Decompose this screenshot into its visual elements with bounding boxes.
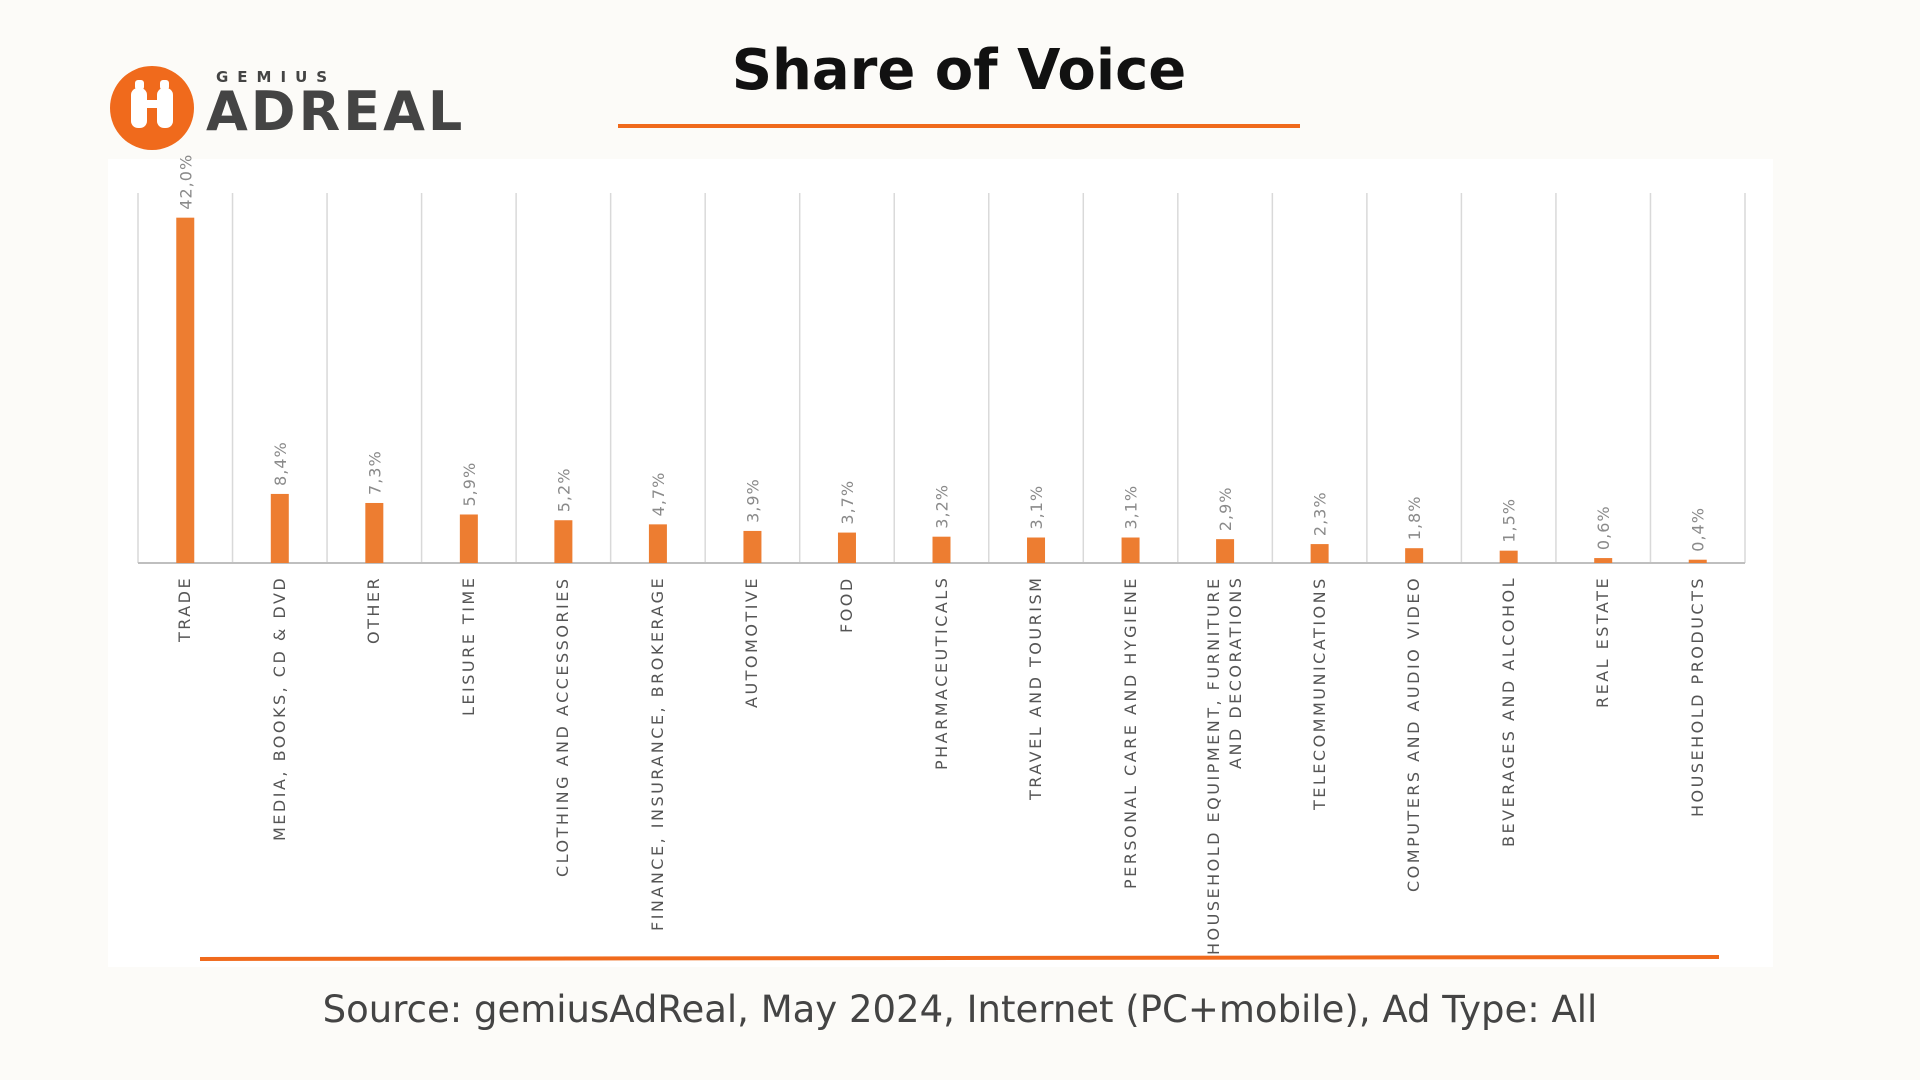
value-label: 1,8%: [1405, 496, 1424, 541]
bar: [648, 524, 667, 563]
bar: [1688, 559, 1707, 563]
bottom-rule: [199, 955, 1720, 961]
bar: [270, 493, 289, 563]
value-label: 7,3%: [365, 450, 384, 495]
bar: [932, 536, 951, 563]
x-tick-label: LEISURE TIME: [458, 576, 478, 717]
bar: [1121, 537, 1140, 563]
bar: [176, 217, 195, 563]
value-label: 2,9%: [1216, 486, 1235, 531]
value-label: 5,9%: [460, 462, 479, 507]
bar: [1405, 548, 1424, 563]
bar: [743, 530, 762, 563]
x-tick-label: TELECOMMUNICATIONS: [1309, 576, 1329, 810]
x-tick-label: COMPUTERS AND AUDIO VIDEO: [1404, 576, 1424, 893]
logo-name: ADREAL: [206, 80, 466, 143]
value-label: 1,5%: [1500, 498, 1519, 543]
bar: [1594, 558, 1613, 563]
x-tick-label: TRADE: [175, 576, 195, 643]
bar: [837, 532, 856, 563]
x-tick-label: FINANCE, INSURANCE, BROKERAGE: [647, 576, 667, 932]
bar: [365, 502, 384, 563]
x-tick-label: REAL ESTATE: [1593, 576, 1613, 709]
x-tick-label: BEVERAGES AND ALCOHOL: [1498, 576, 1518, 848]
value-label: 5,2%: [554, 468, 573, 513]
value-label: 3,9%: [743, 478, 762, 523]
x-tick-label: AUTOMOTIVE: [742, 576, 762, 708]
value-label: 3,2%: [933, 484, 952, 529]
x-tick-label: CLOTHING AND ACCESSORIES: [553, 576, 573, 877]
bar: [1216, 539, 1235, 563]
logo-brand: GEMIUS: [216, 68, 337, 86]
bar: [1310, 544, 1329, 563]
value-label: 0,6%: [1594, 505, 1613, 550]
value-label: 0,4%: [1689, 507, 1708, 552]
value-label: 3,1%: [1122, 485, 1141, 530]
chart-title: Share of Voice: [731, 38, 1187, 103]
bar: [1027, 537, 1046, 563]
value-label: 42,0%: [176, 154, 195, 210]
logo-icon: [131, 80, 173, 128]
value-label: 8,4%: [271, 441, 290, 486]
x-tick-label: FOOD: [836, 576, 856, 633]
value-label: 3,1%: [1027, 485, 1046, 530]
value-label: 3,7%: [838, 480, 857, 525]
x-tick-label: MEDIA, BOOKS, CD & DVD: [269, 576, 289, 842]
value-label: 2,3%: [1311, 491, 1330, 536]
x-tick-label: PHARMACEUTICALS: [931, 576, 951, 771]
x-tick-label: HOUSEHOLD PRODUCTS: [1687, 576, 1707, 818]
value-label: 4,7%: [649, 472, 668, 517]
bar: [1499, 550, 1518, 563]
x-tick-label: HOUSEHOLD EQUIPMENT, FURNITURE AND DECOR…: [1204, 576, 1246, 955]
source-note: Source: gemiusAdReal, May 2024, Internet…: [322, 988, 1598, 1031]
bar: [459, 514, 478, 563]
x-tick-label: OTHER: [364, 576, 384, 645]
bar: [554, 520, 573, 563]
x-tick-label: TRAVEL AND TOURISM: [1026, 576, 1046, 801]
x-tick-label: PERSONAL CARE AND HYGIENE: [1120, 576, 1140, 889]
